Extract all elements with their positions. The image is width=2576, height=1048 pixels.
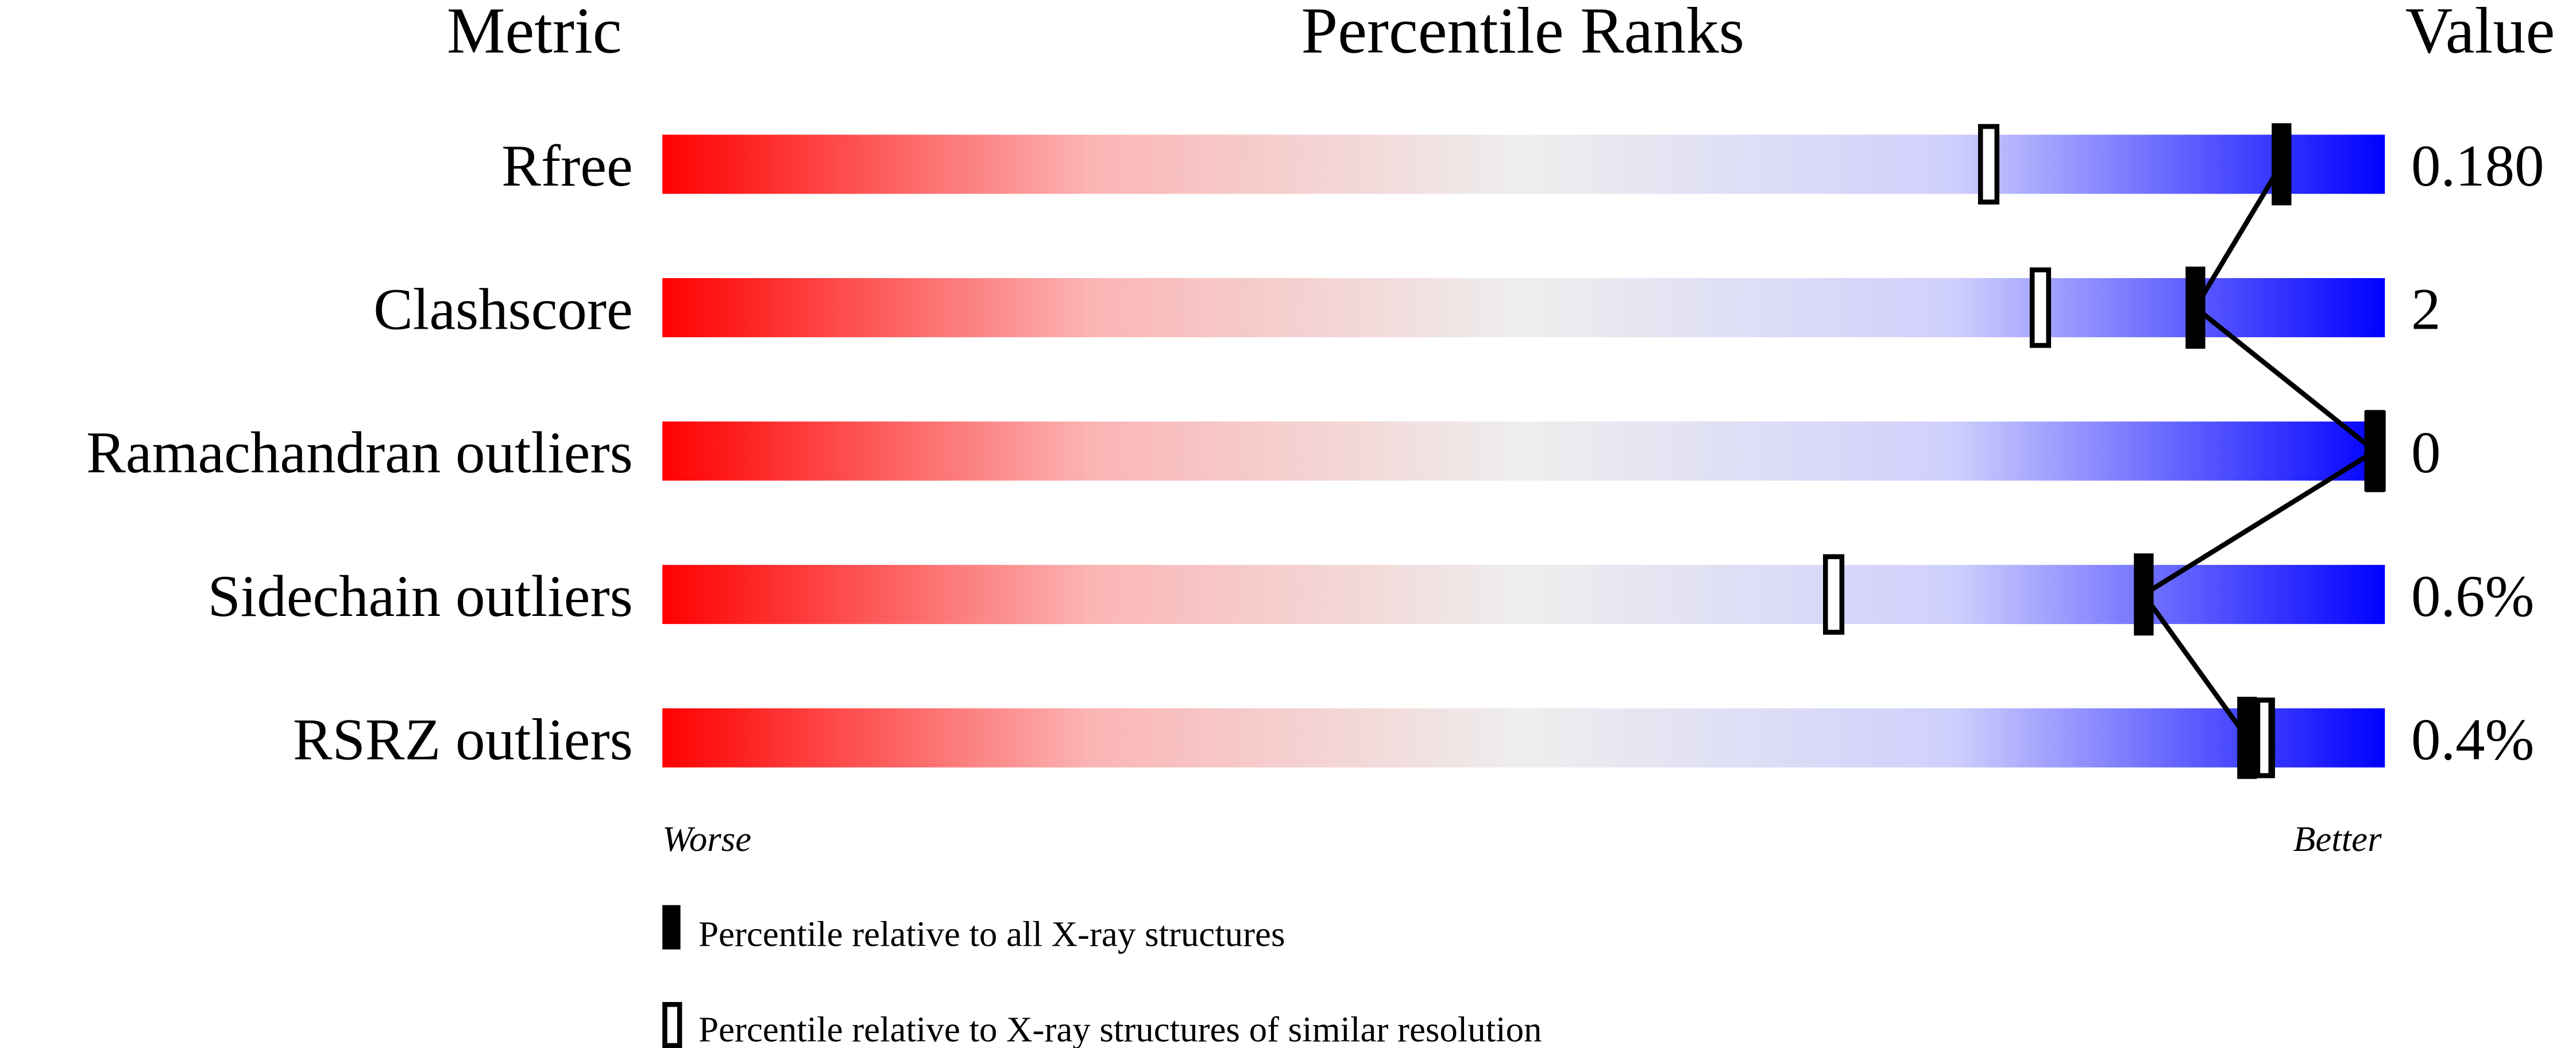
percentile-bar [662, 708, 2385, 768]
legend-filled-label: Percentile relative to all X-ray structu… [698, 914, 1285, 954]
metric-label: RSRZ outliers [293, 707, 633, 772]
header-metric: Metric [447, 0, 622, 67]
axis-label-better: Better [2293, 819, 2382, 859]
percentile-bar [662, 565, 2385, 625]
marker-all-xray [2365, 410, 2385, 492]
marker-similar-resolution [1978, 124, 2000, 205]
metric-value: 0 [2411, 420, 2440, 486]
header-value: Value [2405, 0, 2555, 67]
metric-label: Ramachandran outliers [86, 420, 633, 486]
marker-all-xray [2272, 123, 2292, 206]
metric-label: Sidechain outliers [208, 564, 633, 629]
axis-label-worse: Worse [662, 819, 751, 859]
percentile-bar [662, 278, 2385, 337]
percentile-bar [662, 134, 2385, 194]
percentile-bar [662, 421, 2385, 481]
metric-label: Rfree [501, 133, 633, 199]
metric-value: 0.180 [2411, 133, 2544, 199]
metric-value: 0.4% [2411, 707, 2534, 772]
metric-label: Clashscore [373, 277, 633, 342]
marker-similar-resolution [1822, 554, 1845, 635]
legend-open-marker [662, 1001, 682, 1048]
marker-similar-resolution-overlay [2255, 698, 2274, 779]
marker-similar-resolution [2029, 267, 2052, 348]
legend-open-label: Percentile relative to X-ray structures … [698, 1010, 1542, 1048]
marker-all-xray [2237, 696, 2257, 779]
metric-value: 0.6% [2411, 564, 2534, 629]
marker-all-xray [2134, 553, 2154, 636]
legend-filled-marker [662, 905, 681, 950]
marker-all-xray [2185, 267, 2206, 349]
metric-value: 2 [2411, 277, 2440, 342]
header-percentile-ranks: Percentile Ranks [1301, 0, 1745, 67]
